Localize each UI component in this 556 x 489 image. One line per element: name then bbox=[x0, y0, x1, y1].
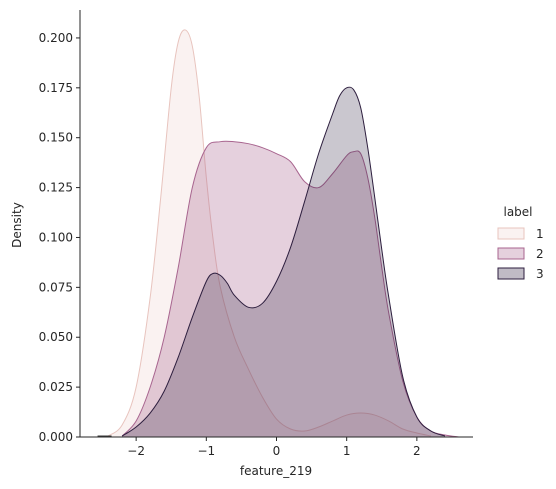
legend-swatch-3 bbox=[497, 267, 525, 280]
y-tick-label: 0.150 bbox=[39, 131, 73, 145]
y-tick-label: 0.200 bbox=[39, 31, 73, 45]
series-1-area bbox=[108, 29, 431, 437]
series-3-area bbox=[122, 87, 445, 437]
series-2-area bbox=[122, 141, 459, 437]
y-tick-label: 0.025 bbox=[39, 380, 73, 394]
legend-title: label bbox=[503, 205, 532, 219]
y-ticks: 0.000 0.025 0.050 0.075 0.100 0.125 0.150 0.175… bbox=[39, 31, 80, 444]
y-tick-label: 0.050 bbox=[39, 330, 73, 344]
y-tick-label: 0.075 bbox=[39, 280, 73, 294]
legend-label-1: 1 bbox=[536, 227, 544, 241]
x-ticks: −2 −1 0 1 2 bbox=[127, 437, 421, 458]
series-2-line bbox=[121, 140, 460, 438]
y-axis-title: Density bbox=[10, 202, 24, 248]
y-tick-label: 0.000 bbox=[39, 430, 73, 444]
legend-swatch-2 bbox=[497, 247, 525, 260]
legend-swatch-1 bbox=[497, 227, 525, 240]
x-tick-label: 0 bbox=[273, 444, 281, 458]
y-tick-label: 0.100 bbox=[39, 230, 73, 244]
y-tick-label: 0.175 bbox=[39, 81, 73, 95]
legend: label 1 2 3 bbox=[497, 205, 544, 281]
density-areas bbox=[107, 29, 460, 438]
series-3-line bbox=[121, 86, 446, 437]
x-axis-title: feature_219 bbox=[240, 464, 312, 478]
series-1-line bbox=[107, 29, 431, 437]
x-tick-label: 2 bbox=[413, 444, 421, 458]
legend-label-3: 3 bbox=[536, 267, 544, 281]
x-tick-label: 1 bbox=[343, 444, 351, 458]
y-tick-label: 0.125 bbox=[39, 181, 73, 195]
x-tick-label: −2 bbox=[127, 444, 145, 458]
x-tick-label: −1 bbox=[197, 444, 215, 458]
legend-label-2: 2 bbox=[536, 247, 544, 261]
